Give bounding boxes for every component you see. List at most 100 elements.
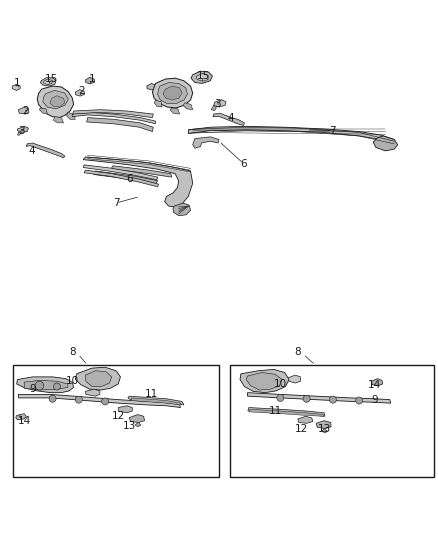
Text: 11: 11 xyxy=(268,406,282,416)
Bar xyxy=(230,365,434,477)
Polygon shape xyxy=(24,381,68,390)
Text: 4: 4 xyxy=(227,112,234,123)
Polygon shape xyxy=(39,108,47,114)
Text: 12: 12 xyxy=(295,424,308,434)
Text: 9: 9 xyxy=(371,395,378,405)
Polygon shape xyxy=(128,396,184,405)
Polygon shape xyxy=(75,90,85,96)
Polygon shape xyxy=(193,137,219,148)
Polygon shape xyxy=(40,77,56,86)
Polygon shape xyxy=(18,394,180,408)
Polygon shape xyxy=(118,406,132,413)
Polygon shape xyxy=(26,143,65,158)
Text: 15: 15 xyxy=(45,74,58,84)
Polygon shape xyxy=(188,126,395,143)
Circle shape xyxy=(49,395,56,402)
Polygon shape xyxy=(67,112,75,119)
Text: 10: 10 xyxy=(66,376,79,386)
Polygon shape xyxy=(50,96,65,106)
Polygon shape xyxy=(87,118,153,132)
Polygon shape xyxy=(147,84,156,90)
Polygon shape xyxy=(214,100,226,107)
Circle shape xyxy=(75,396,82,403)
Text: 14: 14 xyxy=(18,416,31,426)
Circle shape xyxy=(53,383,60,390)
Polygon shape xyxy=(85,389,100,396)
Circle shape xyxy=(102,398,109,405)
Text: 3: 3 xyxy=(18,126,25,136)
Polygon shape xyxy=(44,79,53,85)
Polygon shape xyxy=(288,375,300,383)
Polygon shape xyxy=(135,423,141,427)
Text: 2: 2 xyxy=(22,106,29,116)
Polygon shape xyxy=(240,369,289,393)
Text: 1: 1 xyxy=(13,77,20,87)
Polygon shape xyxy=(173,203,191,216)
Polygon shape xyxy=(191,71,212,84)
Circle shape xyxy=(356,397,363,404)
Polygon shape xyxy=(131,398,180,405)
Polygon shape xyxy=(250,409,323,416)
Polygon shape xyxy=(248,408,325,416)
Circle shape xyxy=(303,395,310,402)
Polygon shape xyxy=(84,170,159,187)
Polygon shape xyxy=(72,112,155,124)
Polygon shape xyxy=(37,86,74,118)
Polygon shape xyxy=(17,377,74,393)
Text: 4: 4 xyxy=(28,146,35,156)
Text: 10: 10 xyxy=(274,379,287,389)
Polygon shape xyxy=(129,415,145,423)
Polygon shape xyxy=(170,108,180,114)
Polygon shape xyxy=(373,136,398,151)
Polygon shape xyxy=(73,110,153,118)
Text: 15: 15 xyxy=(197,71,210,82)
Polygon shape xyxy=(112,166,172,177)
Polygon shape xyxy=(371,378,383,386)
Polygon shape xyxy=(211,106,216,110)
Polygon shape xyxy=(85,77,95,84)
Text: 7: 7 xyxy=(329,126,336,136)
Polygon shape xyxy=(85,371,112,386)
Polygon shape xyxy=(247,393,391,403)
Text: 14: 14 xyxy=(368,379,381,390)
Text: 1: 1 xyxy=(88,74,95,84)
Polygon shape xyxy=(75,367,120,390)
Text: 8: 8 xyxy=(294,347,301,357)
Text: 6: 6 xyxy=(240,159,247,168)
Polygon shape xyxy=(316,421,331,429)
Polygon shape xyxy=(83,165,158,180)
Text: 11: 11 xyxy=(145,389,158,399)
Polygon shape xyxy=(12,84,20,91)
Circle shape xyxy=(329,396,336,403)
Text: 12: 12 xyxy=(112,411,125,421)
Text: 6: 6 xyxy=(126,174,133,184)
Polygon shape xyxy=(43,91,68,109)
Polygon shape xyxy=(16,414,26,420)
Text: 7: 7 xyxy=(113,198,120,208)
Polygon shape xyxy=(53,117,64,123)
Polygon shape xyxy=(94,171,158,184)
Bar xyxy=(13,365,219,477)
Text: 2: 2 xyxy=(78,86,85,96)
Polygon shape xyxy=(298,416,313,423)
Text: 9: 9 xyxy=(29,384,36,394)
Polygon shape xyxy=(18,107,29,114)
Polygon shape xyxy=(158,83,187,103)
Text: 13: 13 xyxy=(123,421,136,431)
Polygon shape xyxy=(83,157,193,207)
Circle shape xyxy=(277,394,284,401)
Text: 8: 8 xyxy=(69,347,76,357)
Polygon shape xyxy=(152,78,193,108)
Polygon shape xyxy=(213,113,244,125)
Polygon shape xyxy=(154,100,162,107)
Circle shape xyxy=(35,381,44,390)
Polygon shape xyxy=(163,86,182,100)
Polygon shape xyxy=(18,126,28,133)
Polygon shape xyxy=(322,429,328,433)
Polygon shape xyxy=(196,74,208,81)
Text: 13: 13 xyxy=(318,424,331,434)
Polygon shape xyxy=(18,132,21,135)
Polygon shape xyxy=(183,103,193,110)
Polygon shape xyxy=(246,373,282,390)
Text: 3: 3 xyxy=(214,99,221,109)
